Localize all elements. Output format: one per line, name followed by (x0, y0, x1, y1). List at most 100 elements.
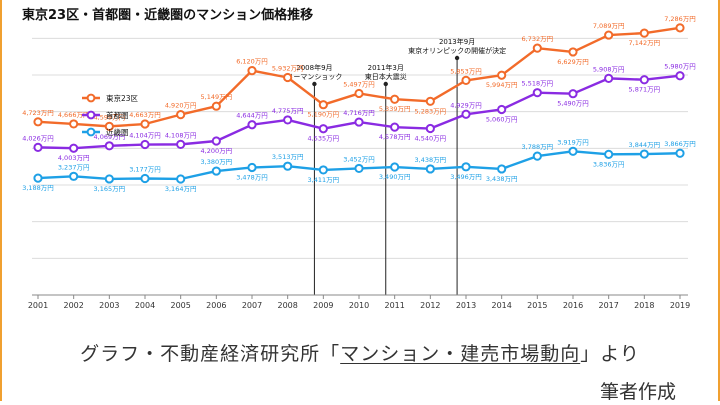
data-point (604, 30, 614, 40)
data-point (176, 139, 186, 149)
data-point (425, 123, 435, 134)
data-label: 7,142万円 (629, 39, 661, 47)
x-tick-label: 2009 (313, 301, 333, 310)
data-label: 3,188万円 (22, 184, 54, 192)
data-point (318, 124, 328, 134)
data-label: 3,844万円 (629, 141, 661, 149)
data-label: 5,871万円 (629, 86, 661, 94)
event-label: 2008年9月 (296, 63, 332, 72)
data-label: 3,513万円 (272, 153, 304, 161)
legend-marker (86, 110, 96, 120)
data-label: 5,980万円 (664, 63, 696, 71)
data-label: 4,666万円 (58, 111, 90, 119)
data-point (604, 149, 614, 159)
data-point (104, 141, 114, 151)
event-label: リーマンショック (286, 73, 342, 81)
data-point (140, 173, 150, 184)
event-label: 2013年9月 (439, 37, 475, 46)
data-label: 3,380万円 (201, 158, 233, 166)
data-point (283, 72, 293, 83)
data-label: 4,663万円 (129, 111, 161, 119)
event-label: 東日本大震災 (365, 72, 407, 81)
caption-suffix: 」より (580, 343, 640, 365)
event-label: 東京オリンピックの開催が決定 (408, 46, 506, 55)
data-point (390, 122, 400, 132)
data-point (211, 166, 221, 176)
x-tick-label: 2016 (563, 301, 583, 310)
data-label: 7,286万円 (664, 15, 696, 23)
data-label: 3,788万円 (522, 143, 554, 151)
data-point (497, 164, 507, 174)
data-label: 5,932万円 (272, 64, 304, 72)
data-point (461, 75, 471, 85)
data-point (140, 139, 150, 150)
data-label: 5,518万円 (522, 80, 554, 88)
data-point (568, 47, 578, 57)
x-tick-label: 2014 (491, 301, 511, 310)
data-point (283, 115, 293, 125)
data-point (354, 88, 364, 99)
data-point (425, 164, 435, 174)
data-point (247, 120, 257, 130)
data-point (568, 89, 578, 99)
data-point (568, 146, 578, 156)
data-point (318, 100, 328, 110)
data-label: 3,836万円 (593, 160, 625, 168)
data-point (497, 70, 507, 80)
data-point (69, 171, 79, 181)
data-label: 4,644万円 (236, 112, 268, 120)
data-label: 4,540万円 (415, 135, 447, 143)
source-caption: グラフ・不動産経済研究所「マンション・建売市場動向」より (0, 339, 720, 366)
data-label: 4,026万円 (22, 134, 54, 142)
legend-label: 首都圏 (106, 110, 129, 120)
data-label: 3,237万円 (58, 163, 90, 171)
data-point (140, 119, 150, 129)
data-label: 4,108万円 (165, 131, 197, 139)
data-label: 3,866万円 (664, 140, 696, 148)
data-point (283, 161, 293, 171)
event-marker (312, 81, 317, 87)
data-point (33, 173, 43, 183)
data-point (104, 121, 114, 131)
x-tick-label: 2018 (634, 301, 654, 310)
x-tick-label: 2003 (99, 301, 119, 310)
data-point (104, 174, 114, 184)
data-label: 4,599万円 (94, 113, 126, 121)
data-point (354, 163, 364, 174)
data-point (639, 28, 649, 38)
data-point (247, 162, 257, 173)
x-tick-label: 2002 (63, 301, 83, 310)
x-tick-label: 2007 (242, 301, 262, 310)
data-label: 4,003万円 (58, 154, 90, 162)
event-marker (383, 81, 388, 87)
data-point (390, 94, 400, 104)
data-label: 6,629万円 (557, 58, 589, 66)
data-point (390, 162, 400, 172)
data-label: 3,496万円 (450, 173, 482, 181)
data-label: 4,723万円 (22, 109, 54, 117)
caption-author: 筆者作成 (600, 381, 677, 403)
data-point (247, 66, 257, 76)
x-tick-label: 2005 (170, 301, 190, 310)
data-label: 5,283万円 (415, 107, 447, 115)
caption-prefix: グラフ・不動産経済研究所「 (80, 343, 341, 365)
data-label: 4,920万円 (165, 102, 197, 110)
data-label: 4,200万円 (201, 147, 233, 155)
data-point (69, 119, 79, 129)
x-tick-label: 2006 (206, 301, 226, 310)
x-tick-label: 2015 (527, 301, 547, 310)
source-link[interactable]: マンション・建売市場動向 (340, 343, 581, 365)
data-label: 3,438万円 (486, 175, 518, 183)
data-label: 5,149万円 (201, 93, 233, 101)
x-tick-label: 2011 (384, 301, 404, 310)
data-label: 6,120万円 (236, 58, 268, 66)
data-label: 5,853万円 (450, 67, 482, 75)
data-label: 4,775万円 (272, 107, 304, 115)
event-marker (454, 55, 460, 61)
x-tick-label: 2012 (420, 301, 440, 310)
data-label: 3,164万円 (165, 185, 197, 193)
data-point (69, 143, 79, 153)
data-label: 4,535万円 (308, 135, 340, 143)
data-point (532, 151, 542, 161)
